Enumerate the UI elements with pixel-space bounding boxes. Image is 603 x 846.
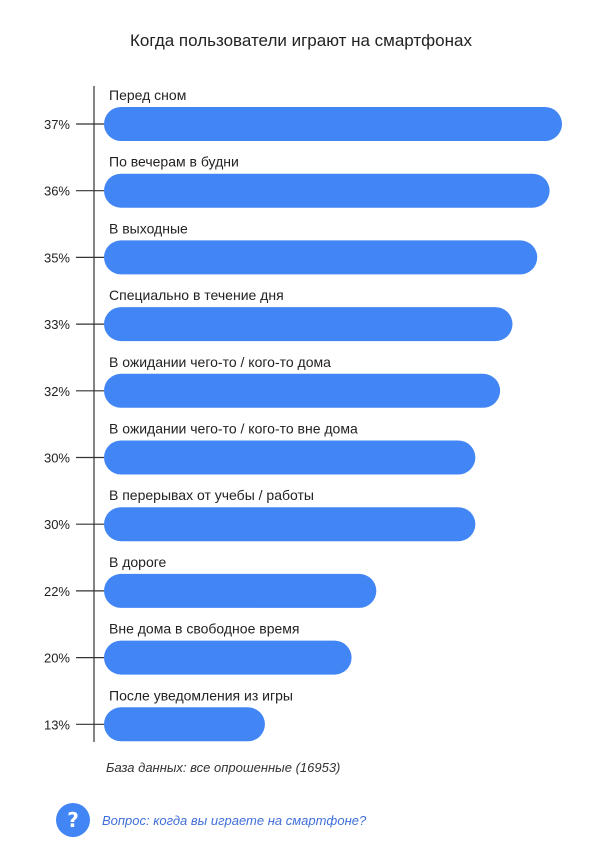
value-label: 20% — [44, 651, 70, 666]
bar — [104, 640, 352, 675]
category-label: Вне дома в свободное время — [109, 621, 299, 637]
question-text: Вопрос: когда вы играете на смартфоне? — [102, 812, 367, 828]
category-label: В ожидании чего-то / кого-то вне дома — [109, 421, 358, 437]
bar — [104, 173, 550, 208]
category-label: По вечерам в будни — [109, 154, 239, 170]
bar — [104, 507, 476, 542]
value-label: 22% — [44, 584, 70, 599]
category-label: После уведомления из игры — [109, 687, 293, 703]
category-label: Перед сном — [109, 87, 186, 103]
bar — [104, 573, 377, 608]
value-label: 35% — [44, 250, 70, 265]
bar — [104, 107, 562, 141]
value-label: 33% — [44, 317, 70, 332]
bar — [104, 440, 476, 475]
value-label: 30% — [44, 451, 70, 466]
value-label: 37% — [44, 117, 70, 132]
bar — [104, 240, 538, 275]
bars-group: Перед сном 37% По вечерам в будни 36% В выхо… — [44, 87, 562, 742]
bar — [104, 307, 513, 342]
category-label: Специально в течение дня — [109, 287, 284, 303]
category-label: В ожидании чего-то / кого-то дома — [109, 354, 331, 370]
question-block: ? Вопрос: когда вы играете на смартфоне? — [56, 803, 366, 837]
category-label: В дороге — [109, 554, 167, 570]
bar-chart: Когда пользователи играют на смартфонах … — [44, 31, 562, 742]
question-mark-icon: ? — [56, 803, 90, 837]
value-label: 13% — [44, 717, 70, 732]
bar — [104, 373, 501, 408]
value-label: 36% — [44, 184, 70, 199]
bar — [104, 707, 265, 742]
category-label: В перерывах от учебы / работы — [109, 487, 314, 503]
category-label: В выходные — [109, 220, 188, 236]
value-label: 30% — [44, 517, 70, 532]
chart-title: Когда пользователи играют на смартфонах — [130, 31, 472, 50]
data-base-note: База данных: все опрошенные (16953) — [106, 760, 341, 775]
value-label: 32% — [44, 384, 70, 399]
